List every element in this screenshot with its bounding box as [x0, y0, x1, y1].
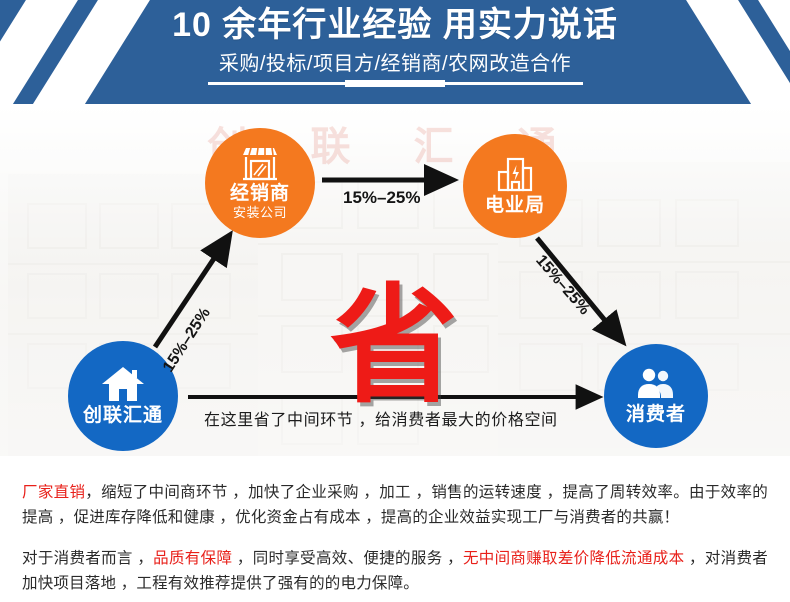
node-power-bureau-label: 电业局: [484, 194, 545, 216]
node-dealer-sublabel: 安装公司: [232, 204, 287, 220]
node-consumer-label: 消费者: [625, 403, 686, 425]
highlighted-text: 品质有保障: [153, 549, 233, 567]
node-dealer[interactable]: 经销商 安装公司: [205, 128, 315, 238]
node-dealer-label: 经销商: [229, 183, 290, 205]
users-icon: [635, 367, 677, 401]
description-section: 厂家直销，缩短了中间商环节 ，加快了企业采购 ，加工 ，销售的运转速度 ，提高了…: [0, 456, 790, 602]
header-banner: 10 余年行业经验 用实力说话 采购/投标/项目方/经销商/农网改造合作: [0, 0, 790, 104]
banner-content: 10 余年行业经验 用实力说话 采购/投标/项目方/经销商/农网改造合作: [0, 0, 790, 104]
highlighted-text: 厂家直销: [22, 483, 86, 501]
edge-label-company-to-consumer: 在这里省了中间环节 ，给消费者最大的价格空间: [204, 412, 558, 429]
node-company[interactable]: 创联汇通: [68, 341, 178, 451]
paragraph-2: 对于消费者而言 ，品质有保障 ，同时享受高效、便捷的服务 ，无中间商赚取差价降低…: [22, 549, 768, 592]
node-power-bureau[interactable]: 电业局: [463, 134, 567, 238]
banner-title: 10 余年行业经验 用实力说话: [172, 6, 618, 44]
paragraph-1: 厂家直销，缩短了中间商环节 ，加快了企业采购 ，加工 ，销售的运转速度 ，提高了…: [22, 483, 768, 526]
house-icon: [101, 365, 145, 403]
flow-diagram: 创 联 汇 通 省: [0, 104, 790, 456]
banner-subtitle: 采购/投标/项目方/经销商/农网改造合作: [218, 52, 572, 75]
node-company-label: 创联汇通: [82, 405, 163, 427]
power-building-icon: [496, 156, 534, 192]
highlighted-text: 无中间商赚取差价降低流通成本: [462, 549, 685, 567]
node-consumer[interactable]: 消费者: [604, 344, 708, 448]
banner-divider-center: [345, 79, 445, 87]
banner-divider: [207, 79, 583, 87]
center-emphasis-character: 省: [330, 275, 459, 418]
edge-label-dealer-to-power: 15%–25%: [343, 188, 421, 207]
shop-stall-icon: [239, 145, 281, 181]
